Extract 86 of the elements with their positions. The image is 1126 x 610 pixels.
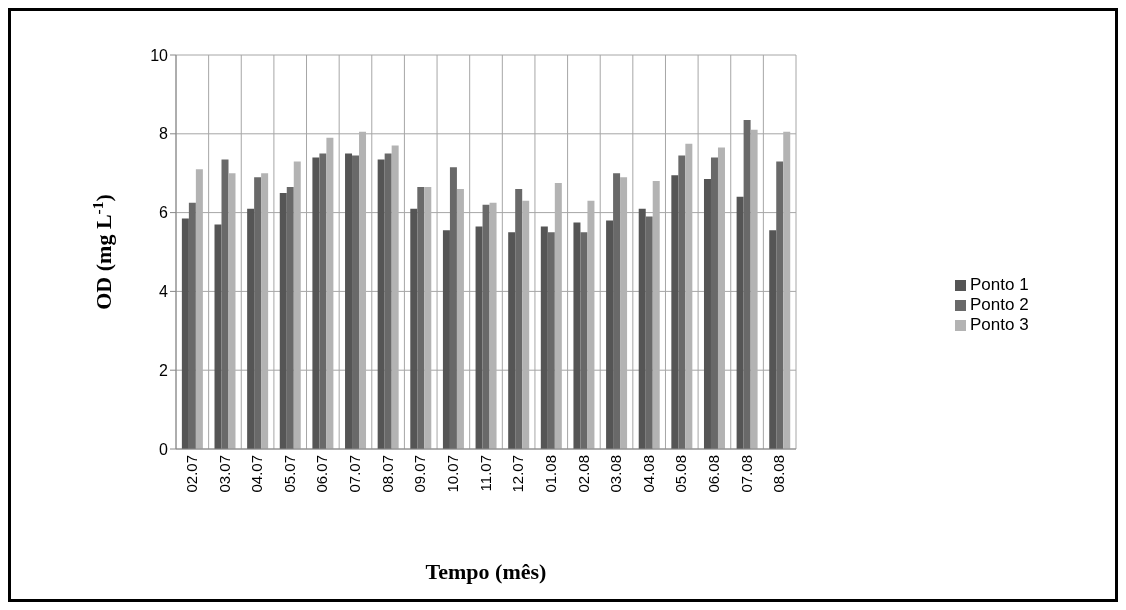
bar bbox=[475, 226, 483, 449]
bar bbox=[326, 137, 334, 449]
x-axis-title: Tempo (mês) bbox=[425, 559, 547, 584]
bar bbox=[678, 155, 686, 449]
bar bbox=[319, 153, 327, 449]
bar bbox=[522, 200, 530, 449]
bar bbox=[710, 157, 718, 449]
x-tick-label: 05.08 bbox=[672, 455, 690, 493]
bar bbox=[384, 153, 392, 449]
x-tick-label: 10.07 bbox=[444, 455, 462, 493]
bar bbox=[345, 153, 353, 449]
bar bbox=[508, 232, 516, 449]
x-tick-label: 07.07 bbox=[346, 455, 364, 493]
bar bbox=[515, 188, 523, 449]
bar bbox=[645, 216, 653, 449]
bar bbox=[188, 202, 196, 449]
bar bbox=[606, 220, 614, 449]
x-tick-label: 04.07 bbox=[248, 455, 266, 493]
x-tick-label: 07.08 bbox=[737, 455, 755, 493]
bar bbox=[293, 161, 301, 449]
bar bbox=[442, 230, 450, 449]
x-tick-label: 08.07 bbox=[378, 455, 396, 493]
bar bbox=[228, 173, 236, 449]
bar bbox=[247, 208, 255, 449]
bar bbox=[703, 179, 711, 449]
bar bbox=[652, 181, 660, 449]
bar bbox=[482, 204, 490, 449]
bar bbox=[750, 129, 758, 449]
x-tick-label: 03.08 bbox=[607, 455, 625, 493]
bar bbox=[195, 169, 203, 449]
bar bbox=[620, 177, 628, 449]
bar bbox=[377, 159, 385, 449]
x-tick-label: 09.07 bbox=[411, 455, 429, 493]
bar bbox=[456, 188, 464, 449]
bar bbox=[417, 186, 425, 449]
y-tick-label: 4 bbox=[159, 283, 169, 301]
bar bbox=[613, 173, 621, 449]
y-tick-label: 0 bbox=[159, 440, 169, 458]
bar bbox=[573, 222, 581, 449]
x-tick-label: 03.07 bbox=[215, 455, 233, 493]
bar bbox=[783, 131, 791, 449]
x-tick-label: 04.08 bbox=[639, 455, 657, 493]
bar bbox=[254, 177, 262, 449]
y-tick-label: 8 bbox=[159, 125, 169, 143]
bar bbox=[717, 147, 725, 449]
bar bbox=[352, 155, 360, 449]
bar bbox=[410, 208, 418, 449]
y-tick-label: 2 bbox=[159, 361, 169, 379]
bar bbox=[449, 167, 457, 449]
x-tick-label: 05.07 bbox=[280, 455, 298, 493]
bar bbox=[221, 159, 229, 449]
x-tick-label: 12.07 bbox=[509, 455, 527, 493]
bar bbox=[769, 230, 777, 449]
bar bbox=[671, 175, 679, 449]
y-tick-label: 6 bbox=[159, 204, 169, 222]
y-tick-label: 10 bbox=[150, 46, 169, 64]
bar bbox=[554, 183, 562, 449]
bar bbox=[279, 192, 287, 449]
x-tick-label: 01.08 bbox=[541, 455, 559, 493]
x-tick-label: 06.08 bbox=[705, 455, 723, 493]
legend-label: Ponto 1 bbox=[970, 275, 1029, 294]
bar bbox=[214, 224, 222, 449]
bar bbox=[359, 131, 367, 449]
bar bbox=[489, 202, 497, 449]
bar bbox=[540, 226, 548, 449]
bar bbox=[743, 120, 751, 449]
x-tick-label: 02.07 bbox=[182, 455, 200, 493]
bar bbox=[776, 161, 784, 449]
bar bbox=[587, 200, 595, 449]
x-tick-label: 06.07 bbox=[313, 455, 331, 493]
bar bbox=[580, 232, 588, 449]
bar bbox=[736, 196, 744, 449]
bar bbox=[286, 186, 294, 449]
bar bbox=[685, 143, 693, 449]
bar bbox=[181, 218, 189, 449]
bar bbox=[424, 186, 432, 449]
bar bbox=[638, 208, 646, 449]
x-tick-label: 08.08 bbox=[770, 455, 788, 493]
bar bbox=[391, 145, 399, 449]
bar bbox=[312, 157, 320, 449]
legend-label: Ponto 2 bbox=[970, 295, 1029, 314]
legend-label: Ponto 3 bbox=[970, 315, 1029, 334]
bar bbox=[547, 232, 555, 449]
x-tick-label: 02.08 bbox=[574, 455, 592, 493]
x-tick-label: 11.07 bbox=[476, 455, 494, 492]
bar bbox=[261, 173, 269, 449]
